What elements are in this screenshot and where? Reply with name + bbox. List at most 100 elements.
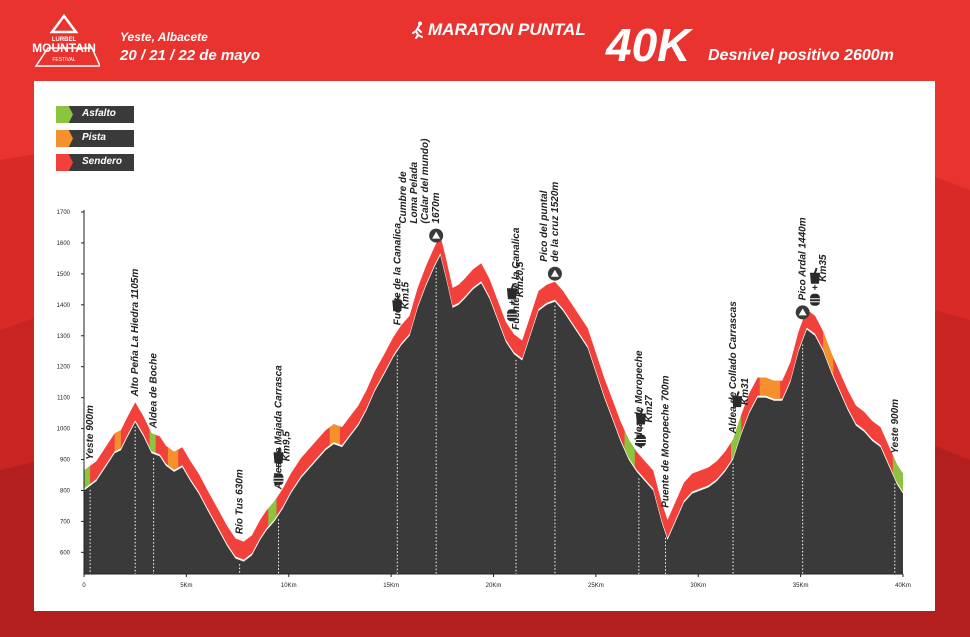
surface-segment-pista: [167, 447, 179, 470]
point-label-line: Loma Pelada: [409, 161, 420, 223]
point-label-line: Pico Ardal 1440m: [798, 217, 809, 300]
x-tick-label: 15Km: [383, 583, 399, 589]
summit-triangle: [432, 231, 441, 239]
aid-station-km: Km9,5: [282, 431, 293, 461]
point-label-line: Aldea de Moropeche: [634, 350, 645, 449]
aid-station-label: Km9,5: [282, 431, 293, 461]
elevation-gain: Desnivel positivo 2600m: [708, 47, 894, 64]
runner-icon: [412, 21, 423, 39]
y-tick-label: 1000: [57, 427, 71, 433]
point-label: Pico del puntal de la cruz 1520m: [539, 182, 561, 262]
point-label: Aldea de Collado Carrascas: [728, 301, 739, 435]
point-label: Puente de Moropeche 700m: [660, 375, 671, 507]
legend-item-sendero: Sendero: [56, 154, 134, 171]
plus-icon: +: [276, 462, 282, 473]
surface-segment-pista: [329, 424, 340, 446]
x-tick-label: 10Km: [281, 583, 297, 589]
x-tick-label: 25Km: [588, 583, 604, 589]
aid-station-km: Km35: [818, 254, 829, 282]
surface-segment-asfalto: [149, 429, 156, 453]
point-label-line: Aldea de Collado Carrascas: [728, 301, 739, 435]
aid-station-km: Km20,5: [515, 261, 526, 297]
point-label-line: Fuente de la Canalica: [392, 223, 403, 326]
x-tick-label: 20Km: [486, 583, 502, 589]
legend-swatch: [56, 130, 73, 147]
y-tick-label: 600: [60, 550, 71, 556]
water-straw: [639, 408, 644, 415]
water-cup-icon: [732, 396, 743, 408]
legend-swatch: [56, 154, 73, 171]
summit-triangle: [550, 269, 559, 277]
surface-segment-asfalto: [84, 465, 91, 489]
point-label-line: 1670m: [431, 192, 442, 223]
point-label-line: Yeste 900m: [85, 405, 96, 460]
x-tick-label: 40Km: [895, 583, 911, 589]
aid-station-km: Km31: [740, 377, 751, 405]
x-tick-label: 5Km: [180, 583, 192, 589]
logo-sub: FESTIVAL: [52, 57, 75, 63]
point-label-line: Alto Peña La Hiedra 1105m: [130, 269, 141, 398]
elevation-area: [84, 255, 903, 575]
point-label: Fuente de la Canalica: [511, 227, 522, 330]
point-label: Aldea de Moropeche: [634, 350, 645, 449]
point-label-line: Aldea de Boche: [149, 353, 160, 429]
point-label: Yeste 900m: [85, 405, 96, 460]
y-tick-label: 1200: [57, 365, 71, 371]
y-tick-label: 1100: [57, 396, 71, 402]
plus-icon: +: [509, 298, 515, 309]
header: LURBEL MOUNTAIN FESTIVAL Yeste, Albacete…: [0, 0, 970, 80]
legend-item-asfalto: Asfalto: [56, 106, 134, 123]
surface-legend: Asfalto Pista Sendero: [56, 106, 134, 178]
point-label-line: de la cruz 1520m: [550, 182, 561, 262]
y-tick-label: 800: [60, 488, 71, 494]
water-straw: [395, 295, 400, 302]
water-straw: [735, 391, 740, 398]
food-icon: [809, 293, 820, 306]
point-label-line: Pico del puntal: [539, 190, 550, 261]
y-tick-label: 1500: [57, 272, 71, 278]
y-tick-label: 1400: [57, 303, 71, 309]
surface-band: [84, 235, 903, 560]
surface-segment-pista: [823, 331, 834, 376]
aid-station: +Km20,5: [506, 261, 526, 322]
y-tick-label: 1700: [57, 210, 71, 216]
summit-triangle: [798, 308, 807, 316]
water-straw: [277, 447, 282, 454]
y-tick-label: 1300: [57, 334, 71, 340]
surface-segment-pista: [759, 377, 781, 399]
point-label-line: Yeste 900m: [890, 399, 901, 454]
legend-label: Pista: [82, 132, 106, 143]
aid-station: +Km9,5: [273, 431, 293, 486]
aid-station-label: Km27: [644, 395, 655, 423]
point-label-line: Aldea de Majada Carrasca: [274, 365, 285, 490]
logo-brand: LURBEL: [52, 37, 77, 43]
point-label: Cumbre de Loma Pelada (Calar del mundo) 167…: [398, 138, 442, 224]
point-label-line: Cumbre de: [398, 171, 409, 224]
plus-icon: +: [812, 283, 818, 294]
event-dates: 20 / 21 / 22 de mayo: [120, 47, 261, 64]
legend-label: Sendero: [82, 156, 123, 167]
aid-station-km: Km27: [644, 395, 655, 423]
aid-station-km: Km15: [400, 282, 411, 310]
x-tick-label: 30Km: [690, 583, 706, 589]
point-label: Pico Ardal 1440m: [798, 217, 809, 300]
event-place: Yeste, Albacete: [120, 30, 208, 44]
point-label-line: (Calar del mundo): [420, 138, 431, 224]
aid-station: Km31: [732, 377, 751, 408]
aid-station: +Km27: [635, 395, 655, 447]
water-cup-icon: [809, 272, 820, 284]
point-label: Alto Peña La Hiedra 1105m: [130, 269, 141, 398]
surface-segment-asfalto: [268, 498, 277, 527]
logo-title: MOUNTAIN: [32, 41, 96, 55]
surface-segment-asfalto: [624, 430, 635, 467]
water-cup-icon: [273, 452, 284, 464]
x-tick-label: 35Km: [793, 583, 809, 589]
point-label: Aldea de Majada Carrasca: [274, 365, 285, 490]
x-tick-label: 0: [82, 583, 86, 589]
point-label-line: Río Tus 630m: [235, 469, 246, 534]
aid-station: Km15: [392, 282, 411, 312]
food-icon: [273, 473, 284, 486]
y-tick-label: 900: [60, 458, 71, 464]
aid-station: +Km35: [809, 254, 829, 306]
